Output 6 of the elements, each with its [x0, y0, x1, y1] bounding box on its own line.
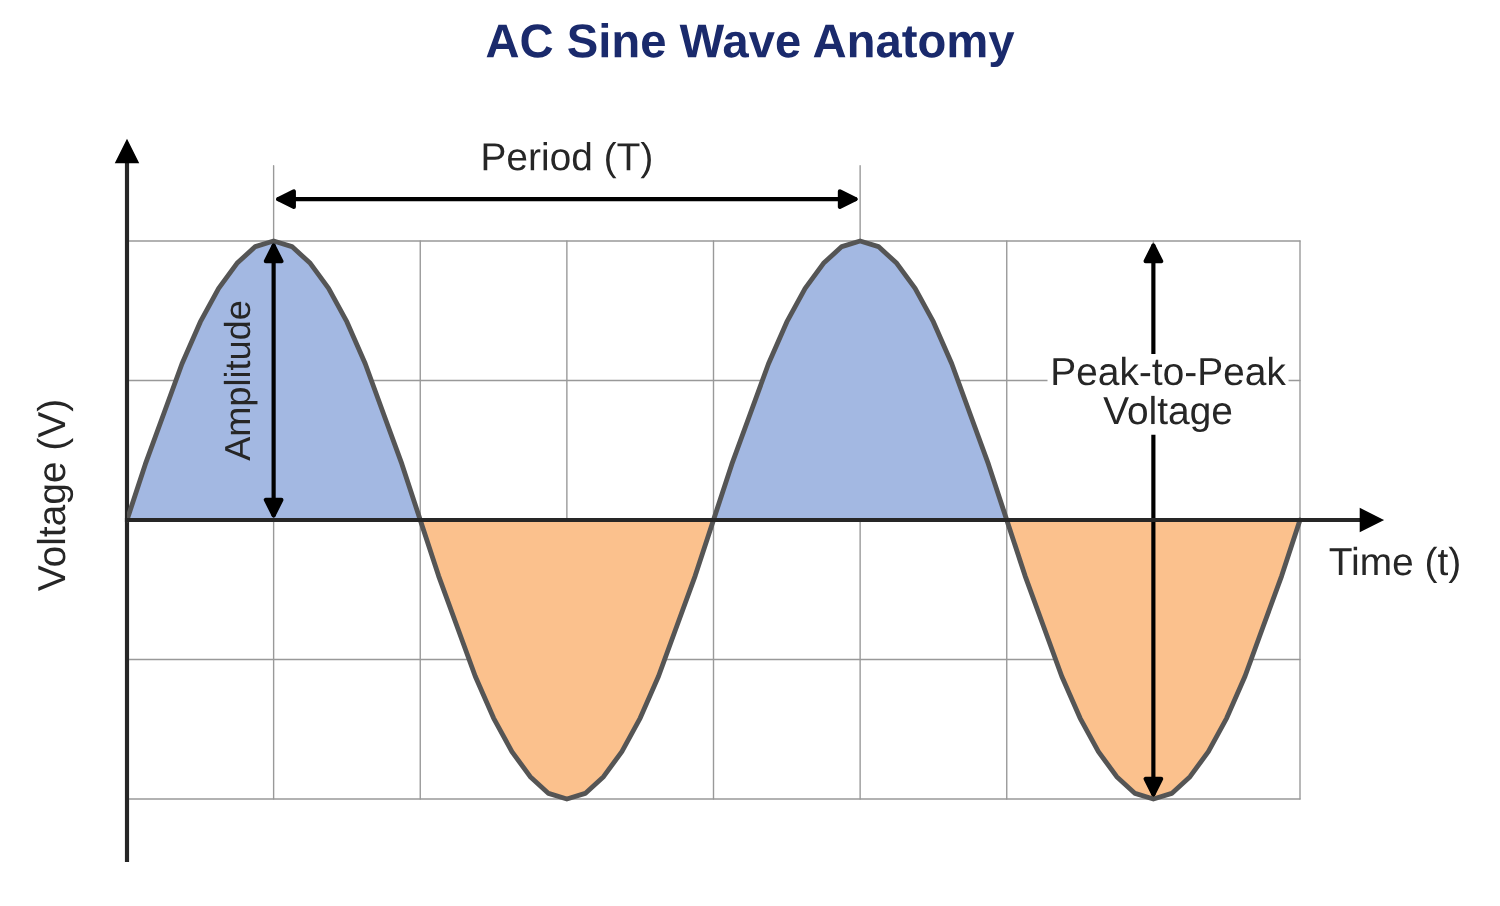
chart-title: AC Sine Wave Anatomy [486, 22, 1015, 68]
text: Period (T) [483, 141, 651, 179]
x-axis-title: Time (t) [1329, 546, 1459, 584]
annotation: Amplitude [223, 301, 258, 461]
annotation: Peak-to-Peak Voltage [1053, 356, 1286, 433]
y-axis-title: Voltage (V) [36, 401, 74, 592]
